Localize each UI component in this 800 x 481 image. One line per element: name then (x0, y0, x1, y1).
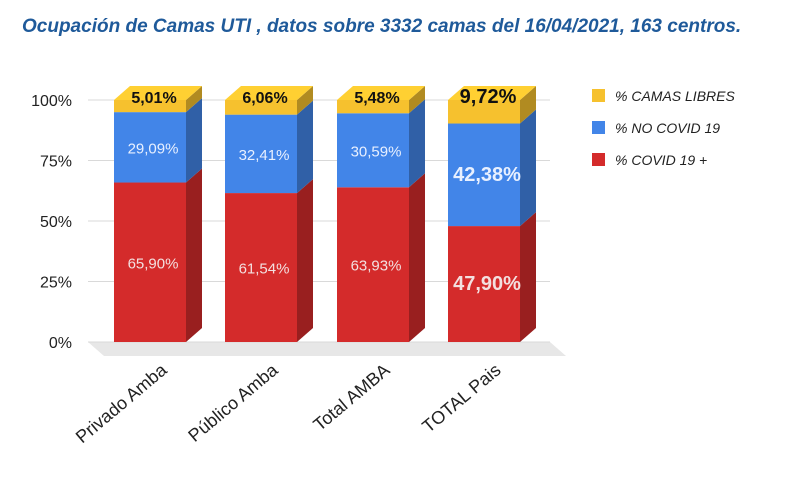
legend-label: % NO COVID 19 (615, 120, 720, 136)
bar-top (114, 86, 202, 100)
bar-value-label: 6,06% (242, 90, 287, 107)
bar-segment (225, 193, 297, 342)
bar-top (337, 86, 425, 100)
bar-segment (225, 99, 297, 115)
x-tick-label: TOTAL Pais (418, 360, 504, 437)
bar-segment (337, 187, 409, 342)
bar-top (448, 86, 536, 100)
bar-segment (114, 112, 186, 183)
bar-segment (114, 100, 186, 113)
bar-segment (114, 182, 186, 342)
bar-top (225, 85, 313, 100)
bar-segment (337, 100, 409, 114)
bar-value-label: 32,41% (239, 147, 290, 164)
bar-segment (225, 114, 297, 194)
bar-segment (337, 113, 409, 188)
bar-side (186, 168, 202, 342)
bar-value-label: 42,38% (453, 164, 521, 186)
bar-value-label: 65,90% (128, 255, 179, 272)
bar-segment (448, 100, 520, 124)
bar-side (186, 98, 202, 183)
legend-label: % CAMAS LIBRES (615, 88, 735, 104)
chart-title: Ocupación de Camas UTI , datos sobre 333… (22, 16, 742, 37)
bar-side (409, 99, 425, 188)
bar-value-label: 30,59% (351, 143, 402, 160)
bar-value-label: 61,54% (239, 261, 290, 278)
legend-swatch (592, 121, 605, 134)
bar-side (520, 212, 536, 342)
bar-value-label: 47,90% (453, 273, 521, 295)
bar-side (297, 179, 313, 342)
bar-side (520, 109, 536, 227)
legend-label: % COVID 19 + (615, 152, 707, 168)
bar-side (409, 173, 425, 342)
bar-segment (448, 226, 520, 342)
bar-value-label: 29,09% (128, 140, 179, 157)
x-tick-label: Público Amba (184, 359, 282, 446)
y-tick-label: 75% (40, 154, 72, 171)
bar-value-label: 9,72% (460, 86, 517, 108)
bar-side (297, 100, 313, 194)
legend-swatch (592, 153, 605, 166)
legend-swatch (592, 89, 605, 102)
x-tick-label: Privado Amba (72, 359, 171, 447)
bar-side (409, 86, 425, 114)
bar-value-label: 63,93% (351, 258, 402, 275)
x-tick-label: Total AMBA (309, 360, 393, 435)
y-tick-label: 0% (49, 335, 72, 352)
chart-floor (88, 342, 566, 356)
bar-side (186, 86, 202, 113)
y-tick-label: 25% (40, 275, 72, 292)
bar-side (520, 86, 536, 124)
bar-side (297, 85, 313, 115)
y-tick-label: 50% (40, 214, 72, 231)
bar-segment (448, 123, 520, 227)
bar-value-label: 5,48% (354, 90, 399, 107)
bar-value-label: 5,01% (131, 90, 176, 107)
y-tick-label: 100% (31, 93, 72, 110)
